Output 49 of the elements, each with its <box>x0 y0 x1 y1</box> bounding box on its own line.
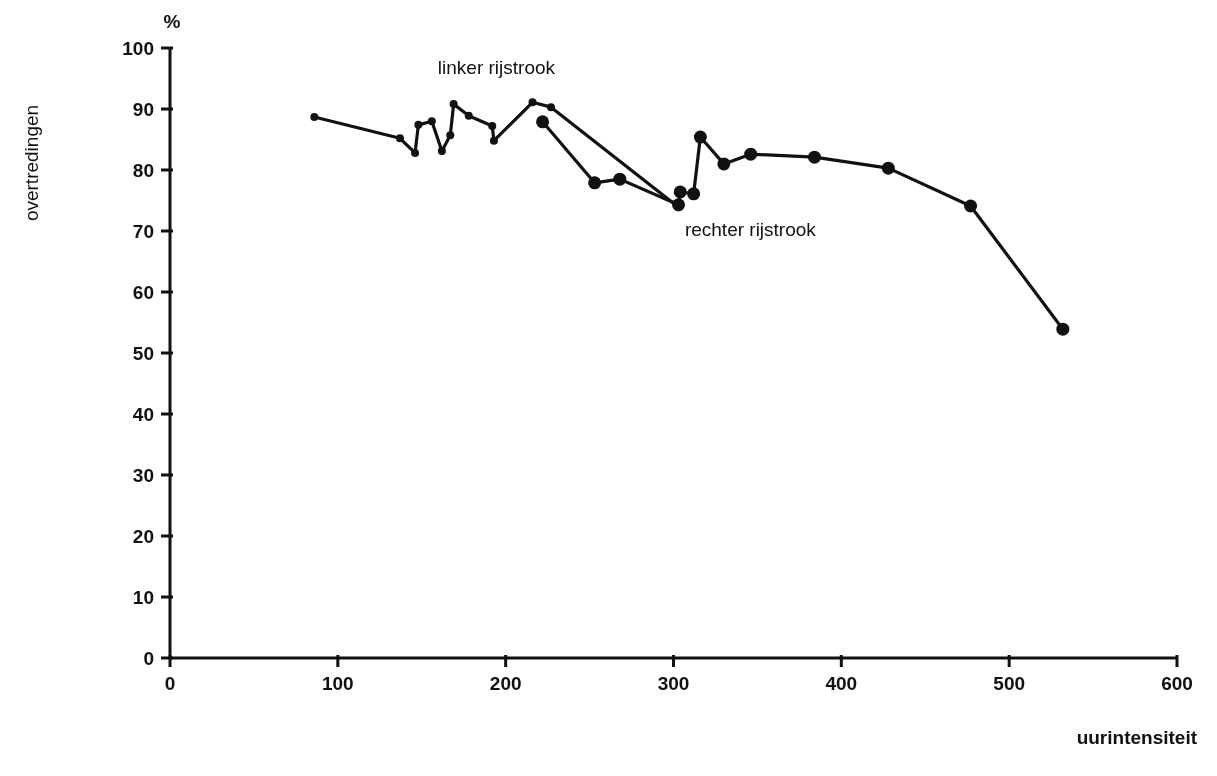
text: % <box>163 11 181 32</box>
x-tick-label: 300 <box>657 673 690 694</box>
point <box>588 176 602 190</box>
y-axis-title: overtredingen <box>21 104 42 222</box>
x-tick-label: 100 <box>321 673 354 694</box>
point <box>1056 322 1070 336</box>
point <box>449 100 458 109</box>
point <box>744 147 758 161</box>
series-label: rechter rijstrook <box>684 218 817 240</box>
point <box>687 187 701 201</box>
point <box>536 115 550 129</box>
y-tick-label: 10 <box>132 586 154 608</box>
y-tick-label: 100 <box>122 37 154 59</box>
point <box>546 103 555 112</box>
point <box>414 120 423 129</box>
y-tick-label: 20 <box>132 525 154 547</box>
point <box>489 136 498 145</box>
x-axis-title: uurintensiteit <box>1076 727 1198 748</box>
y-tick-label: 80 <box>132 159 154 181</box>
y-tick-label: 30 <box>132 464 154 486</box>
point <box>881 161 895 175</box>
y-tick-label: 70 <box>132 220 154 242</box>
x-tick-label: 600 <box>1161 673 1193 694</box>
point <box>964 199 978 213</box>
y-tick-label: 90 <box>132 98 154 120</box>
point <box>613 172 627 186</box>
point <box>673 185 687 199</box>
point <box>437 147 446 156</box>
point <box>488 122 497 131</box>
x-tick-label: 0 <box>164 673 176 694</box>
point <box>464 111 473 120</box>
y-tick-label: 50 <box>132 342 154 364</box>
x-tick-label: 400 <box>825 673 858 694</box>
point <box>717 157 731 171</box>
point <box>411 148 420 157</box>
point <box>528 98 537 107</box>
y-tick-label: 60 <box>132 281 154 303</box>
x-tick-label: 500 <box>993 673 1026 694</box>
point <box>310 112 319 121</box>
point <box>427 117 436 126</box>
series-label: linker rijstrook <box>437 57 556 79</box>
point <box>672 198 686 212</box>
point <box>446 131 455 140</box>
y-tick-label: 0 <box>143 647 154 669</box>
point <box>807 150 821 164</box>
point <box>395 134 404 143</box>
x-tick-label: 200 <box>489 673 522 694</box>
y-tick-label: 40 <box>132 403 154 425</box>
point <box>693 130 707 144</box>
